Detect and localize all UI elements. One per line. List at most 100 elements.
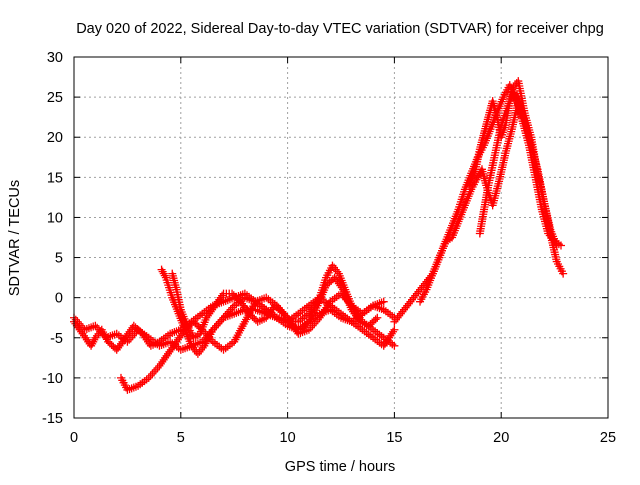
data-point [373,313,382,322]
data-point [172,337,181,346]
data-point [379,297,388,306]
data-point [398,307,407,316]
data-point [282,313,291,322]
data-point [390,317,399,326]
data-point [87,341,96,350]
data-point [308,321,317,330]
data-point [395,311,404,320]
y-axis-label: SDTVAR / TECUs [7,180,23,296]
data-point [404,299,413,308]
data-point [319,307,328,316]
data-point [379,341,388,350]
data-point [166,345,175,354]
data-point [157,265,166,274]
x-tick-label: 0 [70,430,78,446]
data-point [197,345,206,354]
data-point [285,317,294,326]
data-point [93,323,102,332]
data-point [331,265,340,274]
data-point [126,325,135,334]
data-point [187,341,196,350]
data-point [320,305,329,314]
data-point [203,311,212,320]
data-point [409,293,418,302]
data-point [112,345,121,354]
data-point [168,343,177,352]
x-axis-label: GPS time / hours [285,459,395,475]
data-point [209,303,218,312]
data-point [215,295,224,304]
data-point [217,315,226,324]
data-point [81,333,90,342]
data-point [226,305,235,314]
data-point [322,303,331,312]
data-point [310,319,319,328]
data-point [509,83,518,92]
data-point [408,295,417,304]
data-point [228,303,237,312]
data-point [353,313,362,322]
data-point [193,349,202,358]
data-point [328,261,337,270]
data-point [315,313,324,322]
data-point [198,343,207,352]
data-point [148,369,157,378]
data-point [390,325,399,334]
data-point [316,311,325,320]
data-point [202,313,211,322]
data-point [206,307,215,316]
data-point [160,271,169,280]
data-point [238,299,247,308]
data-point [126,333,135,342]
data-point [552,241,561,250]
data-point [173,335,182,344]
data-point [313,315,322,324]
data-point [393,313,402,322]
data-point [82,335,91,344]
data-point [88,339,97,348]
data-point [414,287,423,296]
series-track-i [465,77,561,250]
data-point [176,331,185,340]
data-point [333,277,342,286]
data-point [240,303,249,312]
data-point [389,327,398,336]
data-point [401,303,410,312]
data-point [128,331,137,340]
data-point [153,363,162,372]
data-point [318,309,327,318]
data-point [330,263,339,272]
data-point [114,343,123,352]
data-point [406,297,415,306]
x-tick-label: 5 [177,430,185,446]
data-point [75,319,84,328]
y-tick-label: -15 [42,411,63,427]
data-point [312,317,321,326]
tick-labels-layer: 0 5 10 15 20 25 -15 -10 -5 0 5 10 15 20 25 30 [42,50,616,446]
data-point [210,323,219,332]
data-point [221,311,230,320]
data-point [306,323,315,332]
data-point [323,301,332,310]
data-point [163,349,172,358]
data-point [150,367,159,376]
data-point [125,335,134,344]
data-point [332,275,341,284]
data-point [239,301,248,310]
data-point [116,339,125,348]
data-point [94,325,103,334]
y-tick-label: -10 [42,371,63,387]
data-point [392,315,401,324]
data-point [212,299,221,308]
data-point [403,301,412,310]
data-point [151,365,160,374]
data-point [262,313,271,322]
data-point [218,291,227,300]
data-point [73,317,82,326]
data-point [92,331,101,340]
data-point [161,353,170,362]
data-point [214,319,223,328]
data-point [279,309,288,318]
data-point [71,315,80,324]
